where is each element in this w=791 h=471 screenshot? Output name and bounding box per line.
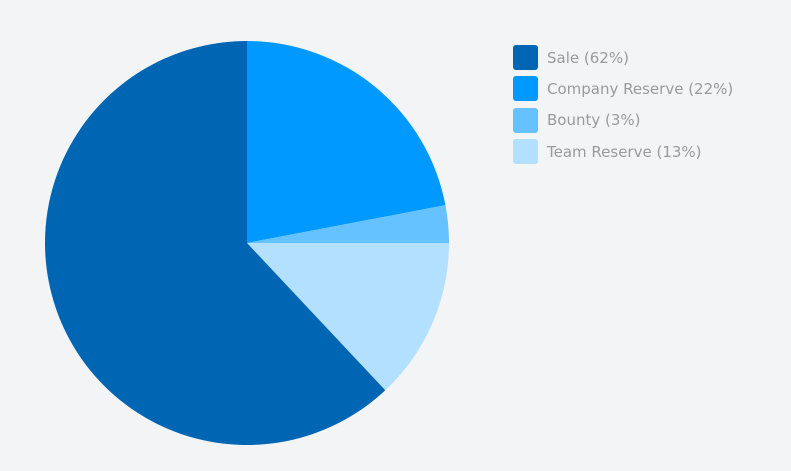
pie-slice-bounty[interactable] xyxy=(247,205,449,243)
legend: Sale (62%) Company Reserve (22%) Bounty … xyxy=(513,42,733,167)
legend-label: Company Reserve (22%) xyxy=(547,79,734,98)
legend-swatch xyxy=(513,76,538,102)
legend-swatch xyxy=(513,139,538,165)
legend-label: Bounty (3%) xyxy=(547,111,641,130)
pie-slice-company-reserve[interactable] xyxy=(247,41,446,243)
legend-item-team-reserve[interactable]: Team Reserve (13%) xyxy=(513,136,733,167)
legend-swatch xyxy=(513,107,538,133)
legend-label: Sale (62%) xyxy=(547,48,629,67)
pie-slice-sale[interactable] xyxy=(44,41,386,445)
legend-item-bounty[interactable]: Bounty (3%) xyxy=(513,105,733,136)
legend-item-company-reserve[interactable]: Company Reserve (22%) xyxy=(513,73,733,104)
legend-item-sale[interactable]: Sale (62%) xyxy=(513,42,733,73)
legend-label: Team Reserve (13%) xyxy=(547,142,702,161)
pie-slice-team-reserve[interactable] xyxy=(247,243,449,391)
legend-swatch xyxy=(513,45,538,71)
